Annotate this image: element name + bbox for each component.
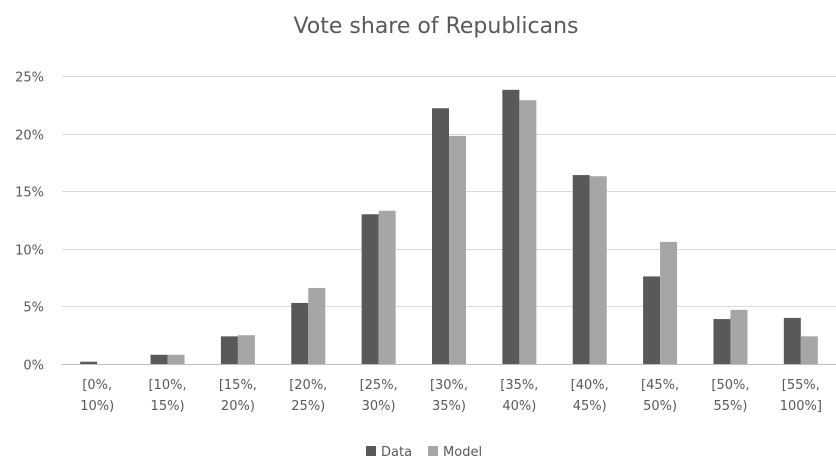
bar-data bbox=[502, 89, 520, 364]
x-category-label: 55%) bbox=[713, 399, 747, 414]
bar-data bbox=[291, 302, 309, 364]
bar-model bbox=[660, 241, 678, 364]
bar-model bbox=[308, 287, 326, 364]
x-category-label: 20%) bbox=[221, 399, 255, 414]
legend-swatch-model bbox=[428, 446, 439, 456]
legend-label-model: Model bbox=[443, 445, 482, 460]
y-tick-label: 20% bbox=[15, 129, 44, 144]
bar-data bbox=[643, 276, 661, 364]
bar-model bbox=[449, 135, 466, 364]
y-tick-label: 15% bbox=[15, 186, 44, 201]
x-category-label: [35%, bbox=[500, 378, 538, 393]
y-tick-label: 5% bbox=[23, 301, 44, 316]
x-category-label: [20%, bbox=[289, 378, 327, 393]
x-category-label: [30%, bbox=[430, 378, 468, 393]
y-tick-label: 0% bbox=[23, 359, 44, 374]
y-axis-ticks: 0% 5% 10% 15% 20% 25% bbox=[15, 71, 44, 374]
bar-data bbox=[150, 354, 168, 364]
x-category-label: 45%) bbox=[573, 399, 607, 414]
y-tick-label: 10% bbox=[15, 244, 44, 259]
x-category-label: [50%, bbox=[711, 378, 749, 393]
legend-label-data: Data bbox=[381, 445, 412, 460]
bar-data bbox=[783, 317, 801, 364]
x-category-label: 100%] bbox=[780, 399, 822, 414]
bar-model bbox=[589, 176, 607, 364]
x-category-label: 15%) bbox=[151, 399, 185, 414]
bar-model bbox=[800, 336, 818, 364]
x-category-label: [45%, bbox=[641, 378, 679, 393]
x-category-label: 40%) bbox=[502, 399, 536, 414]
legend: Data Model bbox=[366, 445, 482, 460]
bar-data bbox=[713, 319, 731, 364]
x-category-label: 10%) bbox=[80, 399, 114, 414]
x-category-label: 25%) bbox=[291, 399, 325, 414]
bar-data bbox=[572, 175, 590, 364]
bar-data bbox=[432, 108, 449, 364]
bar-model bbox=[519, 100, 537, 364]
bar-model bbox=[167, 354, 185, 364]
bars bbox=[80, 89, 818, 364]
x-category-label: 35%) bbox=[432, 399, 466, 414]
x-category-label: [55%, bbox=[782, 378, 820, 393]
bar-data bbox=[361, 214, 379, 364]
x-category-label: [15%, bbox=[219, 378, 257, 393]
bar-model bbox=[730, 309, 748, 364]
x-axis-categories: [0%, 10%) [10%, 15%) [15%, 20%) [20%, 25%) [25%,… bbox=[80, 378, 822, 414]
y-tick-label: 25% bbox=[15, 71, 44, 86]
x-category-label: 30%) bbox=[362, 399, 396, 414]
x-category-label: 50%) bbox=[643, 399, 677, 414]
legend-swatch-data bbox=[366, 446, 376, 456]
x-category-label: [40%, bbox=[571, 378, 609, 393]
chart-title: Vote share of Republicans bbox=[293, 14, 578, 39]
x-category-label: [10%, bbox=[148, 378, 186, 393]
bar-model bbox=[237, 335, 255, 364]
bar-model bbox=[378, 210, 396, 364]
x-category-label: [25%, bbox=[360, 378, 398, 393]
bar-data bbox=[220, 336, 238, 364]
bar-data bbox=[80, 361, 98, 364]
x-category-label: [0%, bbox=[82, 378, 112, 393]
